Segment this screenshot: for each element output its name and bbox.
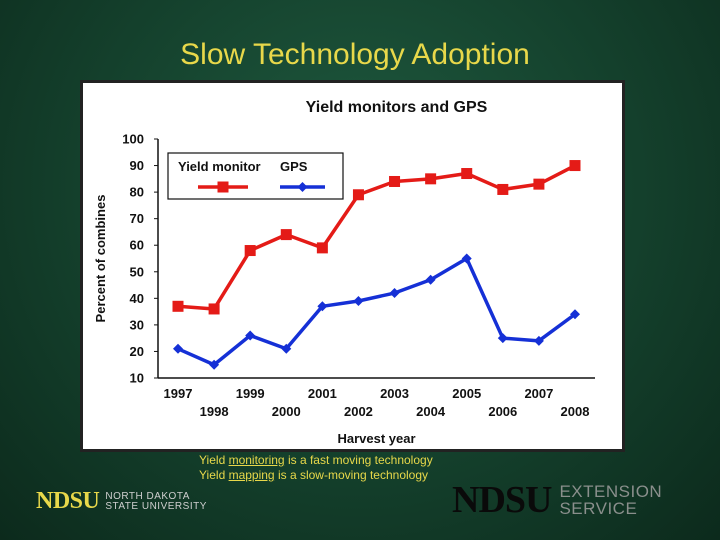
chart-panel: Yield monitors and GPS 10 20 30 40 50 60 70 80 90…: [80, 80, 625, 452]
ndsu-logo-mark: NDSU: [36, 488, 100, 514]
caption-line-1: Yield monitoring is a fast moving techno…: [199, 453, 433, 467]
x-tick-label: 2004: [416, 404, 446, 419]
series-line-yield-monitor: [177, 163, 576, 311]
x-tick-label: 2007: [524, 386, 553, 401]
y-tick-label: 100: [122, 132, 144, 147]
x-tick-label: 2008: [561, 404, 590, 419]
ndsu-extension-logo-mark: NDSU: [452, 479, 552, 521]
data-point-yield-monitor: [208, 303, 220, 315]
data-point-yield-monitor: [172, 300, 184, 312]
data-point-yield-monitor: [497, 183, 509, 195]
data-point-yield-monitor: [316, 242, 328, 254]
legend-label: GPS: [280, 159, 308, 174]
data-point-gps: [497, 333, 508, 344]
x-tick-label: 2002: [344, 404, 373, 419]
data-point-yield-monitor: [461, 168, 473, 180]
legend-marker-diamond: [297, 182, 308, 192]
slide-title: Slow Technology Adoption: [180, 38, 530, 71]
y-tick-label: 60: [130, 238, 144, 253]
y-tick-label: 20: [130, 344, 144, 359]
data-point-gps: [533, 335, 544, 346]
data-point-gps: [425, 274, 436, 285]
x-tick-label: 1998: [200, 404, 229, 419]
x-tick-label: 2005: [452, 386, 481, 401]
y-tick-label: 10: [130, 371, 144, 386]
data-point-gps: [317, 301, 328, 312]
ndsu-extension-logo-text: EXTENSION SERVICE: [559, 482, 663, 518]
legend-marker-square: [217, 181, 229, 193]
data-point-yield-monitor: [389, 175, 401, 187]
ndsu-logo-text: NORTH DAKOTA STATE UNIVERSITY: [105, 490, 207, 512]
caption: Yield monitoring is a fast moving techno…: [199, 453, 433, 483]
x-tick-label: 1999: [236, 386, 265, 401]
y-tick-label: 90: [130, 158, 144, 173]
ndsu-extension-logo: NDSU EXTENSION SERVICE: [452, 478, 662, 522]
data-point-yield-monitor: [425, 173, 437, 185]
legend-box: [167, 152, 344, 200]
data-point-gps: [281, 343, 292, 354]
series-line-gps: [177, 256, 577, 367]
data-point-gps: [353, 295, 364, 306]
data-point-gps: [209, 359, 220, 370]
caption-line-2: Yield mapping is a slow-moving technolog…: [199, 468, 429, 482]
legend-label: Yield monitor: [178, 159, 261, 174]
chart-title: Yield monitors and GPS: [306, 99, 488, 116]
y-tick-label: 70: [130, 211, 144, 226]
data-point-yield-monitor: [569, 160, 581, 172]
data-point-yield-monitor: [352, 189, 364, 201]
y-tick-label: 40: [130, 291, 144, 306]
data-point-gps: [173, 343, 183, 354]
data-point-gps: [461, 253, 472, 264]
x-tick-label: 2003: [380, 386, 409, 401]
x-tick-label: 2000: [272, 404, 301, 419]
data-point-yield-monitor: [533, 178, 545, 190]
y-tick-label: 30: [130, 317, 144, 332]
data-point-yield-monitor: [244, 245, 256, 257]
x-tick-label: 2001: [308, 386, 337, 401]
data-point-gps: [570, 309, 580, 320]
data-point-gps: [245, 330, 256, 341]
y-tick-label: 80: [130, 185, 144, 200]
x-axis-title: Harvest year: [337, 431, 415, 446]
data-point-yield-monitor: [280, 229, 292, 241]
x-tick-label: 2006: [488, 404, 517, 419]
y-axis-title: Percent of combines: [93, 195, 108, 323]
ndsu-logo: NDSU NORTH DAKOTA STATE UNIVERSITY: [36, 488, 207, 515]
data-point-gps: [389, 288, 400, 299]
x-tick-label: 1997: [164, 386, 193, 401]
y-tick-label: 50: [130, 264, 144, 279]
line-chart: Yield monitors and GPS 10 20 30 40 50 60 70 80 90…: [93, 99, 595, 446]
